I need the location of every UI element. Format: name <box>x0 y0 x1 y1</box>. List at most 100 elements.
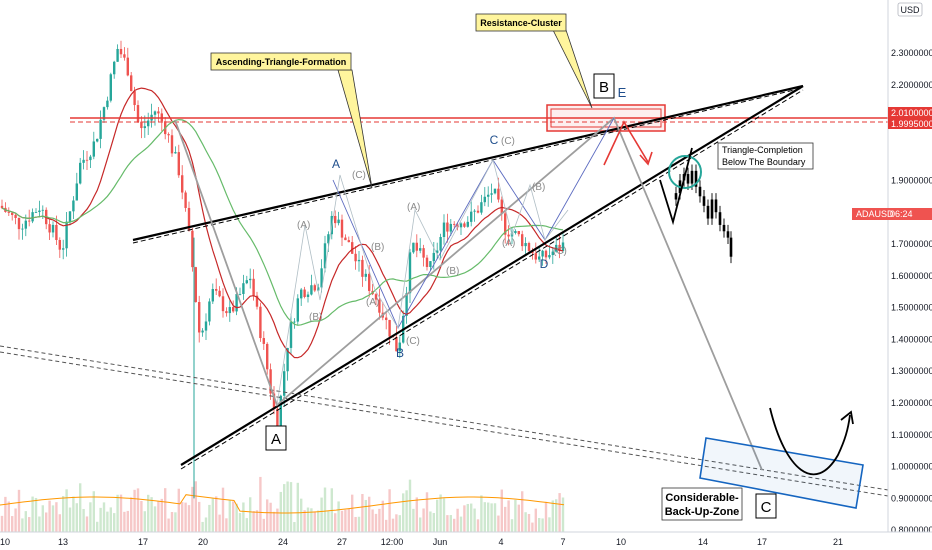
price-axis[interactable]: USD 2.300000002.200000002.100000001.9000… <box>852 0 932 535</box>
candle-body <box>79 162 82 184</box>
candle-body <box>289 321 293 348</box>
volume-bar <box>255 510 259 532</box>
currency-badge <box>897 2 923 17</box>
volume-bar <box>28 517 31 532</box>
candle-body <box>296 298 299 322</box>
candle-body <box>436 250 439 253</box>
volume-bar <box>388 489 391 532</box>
candle-body <box>357 259 361 262</box>
volume-bar <box>561 497 565 532</box>
volume-bar <box>96 521 99 532</box>
candle-body <box>276 408 279 434</box>
volume-bar <box>463 505 466 532</box>
volume-bar <box>524 512 527 532</box>
candle-body <box>177 152 180 176</box>
volume-bar <box>164 488 167 532</box>
volume-bar <box>289 482 293 532</box>
volume-bar <box>548 517 551 532</box>
candle-body <box>116 48 119 62</box>
volume-bar <box>371 509 374 532</box>
volume-bar <box>544 501 548 532</box>
volume-bar <box>252 510 255 532</box>
candle-body <box>463 223 466 227</box>
volume-bar <box>45 512 48 532</box>
candle-body <box>517 231 520 235</box>
candle-body <box>480 202 483 213</box>
volume-bar <box>340 510 344 532</box>
volume-bar <box>215 496 218 532</box>
x-tick-label: 20 <box>198 537 208 547</box>
candle-body <box>167 134 170 136</box>
volume-moving-average <box>0 494 565 514</box>
candle-body <box>7 211 10 213</box>
x-tick-label: 10 <box>616 537 626 547</box>
minor-wave-D: D <box>540 257 549 271</box>
triangle-lower-line-dashed <box>180 89 804 470</box>
volume-bar <box>249 497 252 532</box>
candle-body <box>388 319 391 337</box>
volume-bar <box>408 479 412 532</box>
candle-body <box>385 317 388 320</box>
volume-bar <box>48 500 51 532</box>
candle-body <box>92 141 95 157</box>
candle-body <box>706 205 710 219</box>
candle-body <box>65 221 68 249</box>
volume-bar <box>514 499 517 532</box>
volume-bar <box>483 502 486 532</box>
callout-ascending-triangle: Ascending-Triangle-Formation <box>210 52 373 189</box>
volume-bar <box>534 508 537 532</box>
candle-body <box>55 224 58 241</box>
volume-bar <box>92 491 95 532</box>
volume-bar <box>82 508 85 532</box>
sub-wave-b3: (B) <box>446 266 459 277</box>
volume-bar <box>453 518 456 532</box>
candle-body <box>143 126 146 129</box>
candle-body <box>272 393 276 409</box>
candle-body <box>551 251 554 256</box>
y-tick-label: 1.10000000 <box>891 430 932 440</box>
volume-bar <box>194 481 197 532</box>
volume-bar <box>123 511 126 532</box>
candle-body <box>327 234 330 244</box>
candle-body <box>674 193 678 200</box>
volume-bar <box>62 496 65 532</box>
candle-body <box>38 210 41 213</box>
candle-body <box>283 371 286 396</box>
candle-body <box>262 338 265 344</box>
svg-text:A: A <box>271 431 281 448</box>
volume-bar <box>85 516 89 532</box>
candle-body <box>14 214 17 218</box>
candle-body <box>198 302 201 333</box>
sub-wave-b2: (B) <box>371 242 384 253</box>
volume-bar <box>558 493 561 532</box>
volume-bar <box>296 482 299 532</box>
candle-body <box>249 278 252 281</box>
volume-bar <box>269 502 272 532</box>
y-tick-label: 0.80000000 <box>891 525 932 535</box>
candle-body <box>106 100 109 108</box>
volume-bar <box>150 497 153 532</box>
volume-bar <box>531 522 534 532</box>
candle-body <box>75 183 78 201</box>
candle-body <box>320 268 323 288</box>
candle-body <box>408 252 412 294</box>
candle-body <box>306 294 310 297</box>
volume-bar <box>317 510 320 532</box>
sub-wave-labels: (C) (A) (B) (B) (A) (C) (A) (B) (C) (B) … <box>297 136 567 347</box>
minor-wave-A: A <box>332 157 340 171</box>
volume-bar <box>385 519 388 532</box>
sub-wave-a1: (A) <box>297 220 310 231</box>
x-tick-labels: 10 13 17 20 24 27 12:00 Jun 4 7 10 14 17 21 <box>0 537 843 547</box>
volume-bar <box>446 515 449 532</box>
candle-body <box>147 120 150 127</box>
time-axis[interactable]: 10 13 17 20 24 27 12:00 Jun 4 7 10 14 17 21 <box>0 531 932 550</box>
candle-body <box>544 250 548 258</box>
volume-bar <box>490 503 493 532</box>
volume-bar <box>459 516 463 532</box>
minor-wave-E: E <box>618 85 627 100</box>
candle-body <box>710 199 714 219</box>
volume-bar <box>68 507 72 532</box>
volume-bar <box>272 511 276 532</box>
candle-body <box>446 222 449 232</box>
